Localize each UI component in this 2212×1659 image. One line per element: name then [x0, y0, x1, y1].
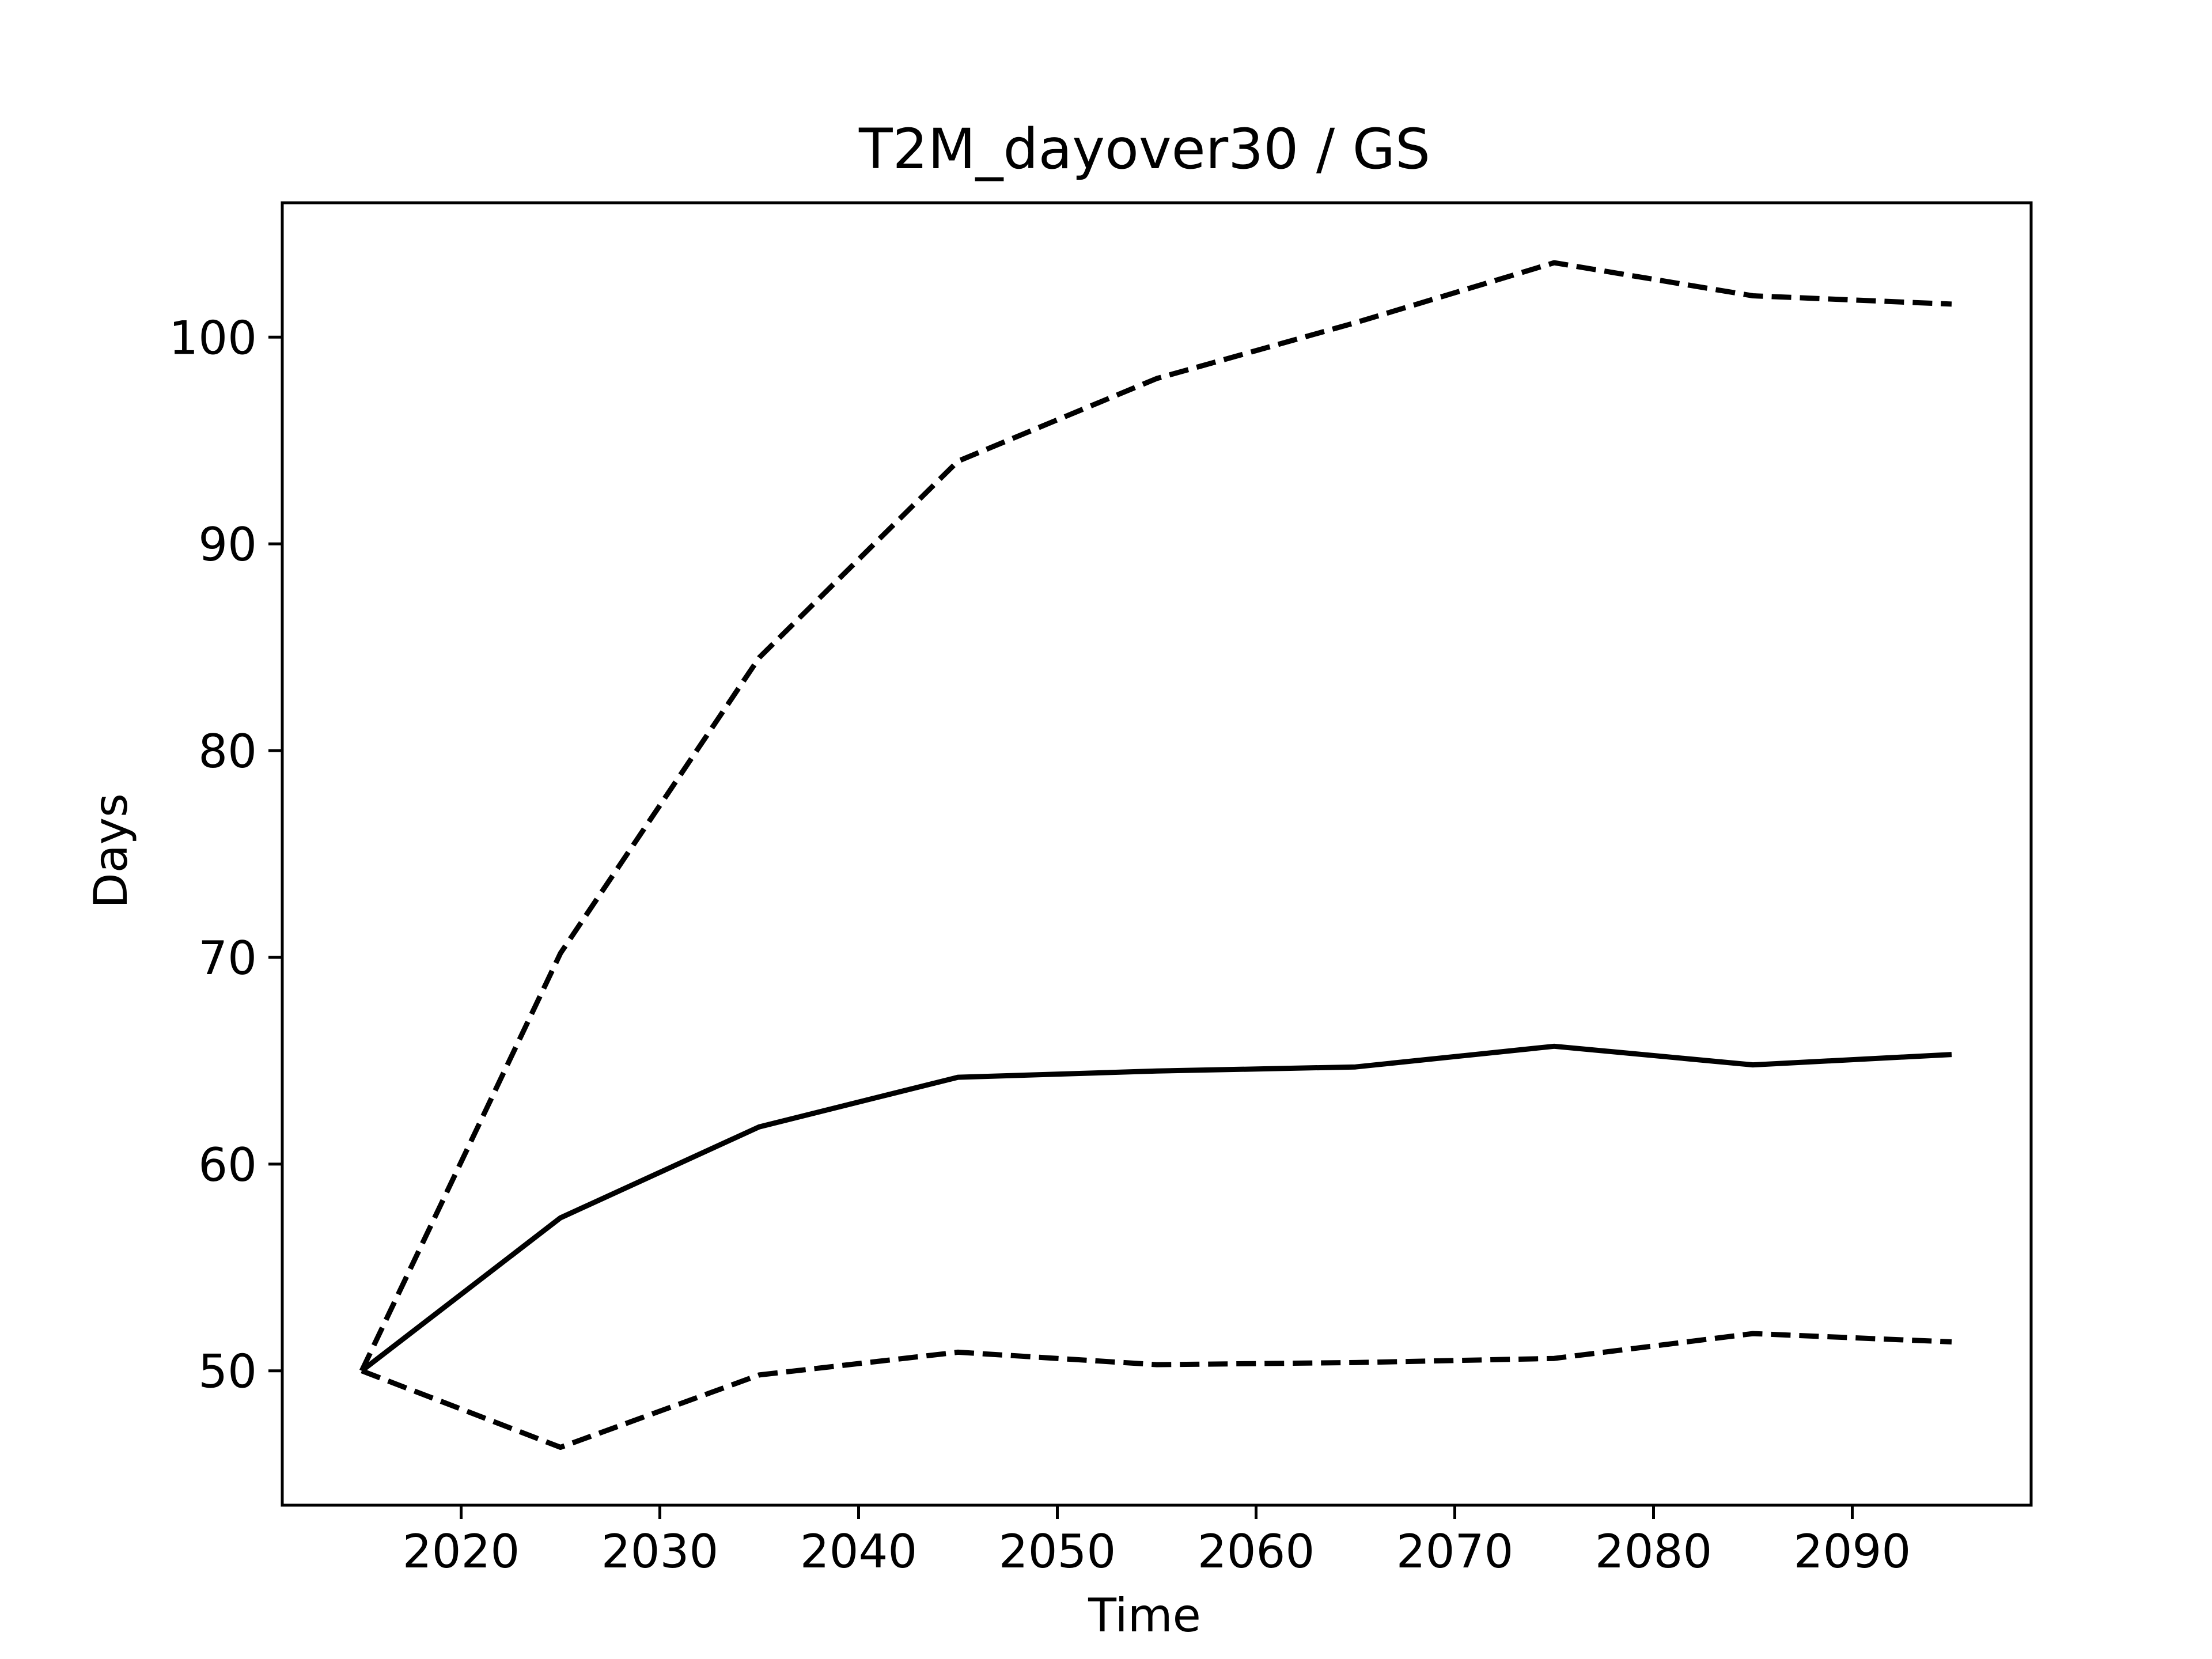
y-tick-label: 50	[198, 1345, 257, 1399]
x-axis-label: Time	[1088, 1589, 1201, 1642]
x-tick-label: 2040	[800, 1525, 918, 1578]
y-axis-label: Days	[84, 793, 138, 908]
x-tick-label: 2050	[999, 1525, 1116, 1578]
x-tick-label: 2060	[1198, 1525, 1315, 1578]
x-tick-label: 2090	[1794, 1525, 1911, 1578]
series-layer	[359, 260, 1952, 1450]
y-tick-label: 70	[198, 931, 257, 985]
x-axis-ticks: 2020 2030 2040 2050 2060 2070 2080 2090	[403, 1505, 1911, 1578]
y-tick-label: 90	[198, 518, 257, 571]
x-tick-label: 2030	[601, 1525, 719, 1578]
series-line-3	[361, 1331, 1952, 1450]
y-tick-label: 100	[169, 311, 257, 365]
series-line-2	[359, 260, 1952, 1372]
x-tick-label: 2070	[1396, 1525, 1514, 1578]
chart-title: T2M_dayover30 / GS	[858, 117, 1430, 181]
plot-area	[281, 201, 2033, 1507]
plot-frame	[281, 201, 2033, 1507]
y-tick-label: 80	[198, 725, 257, 778]
y-tick-label: 60	[198, 1138, 257, 1192]
y-axis-ticks: 50 60 70 80 90 100	[169, 311, 282, 1399]
x-tick-label: 2020	[403, 1525, 520, 1578]
series-line-1	[360, 1043, 1952, 1373]
x-tick-label: 2080	[1595, 1525, 1713, 1578]
